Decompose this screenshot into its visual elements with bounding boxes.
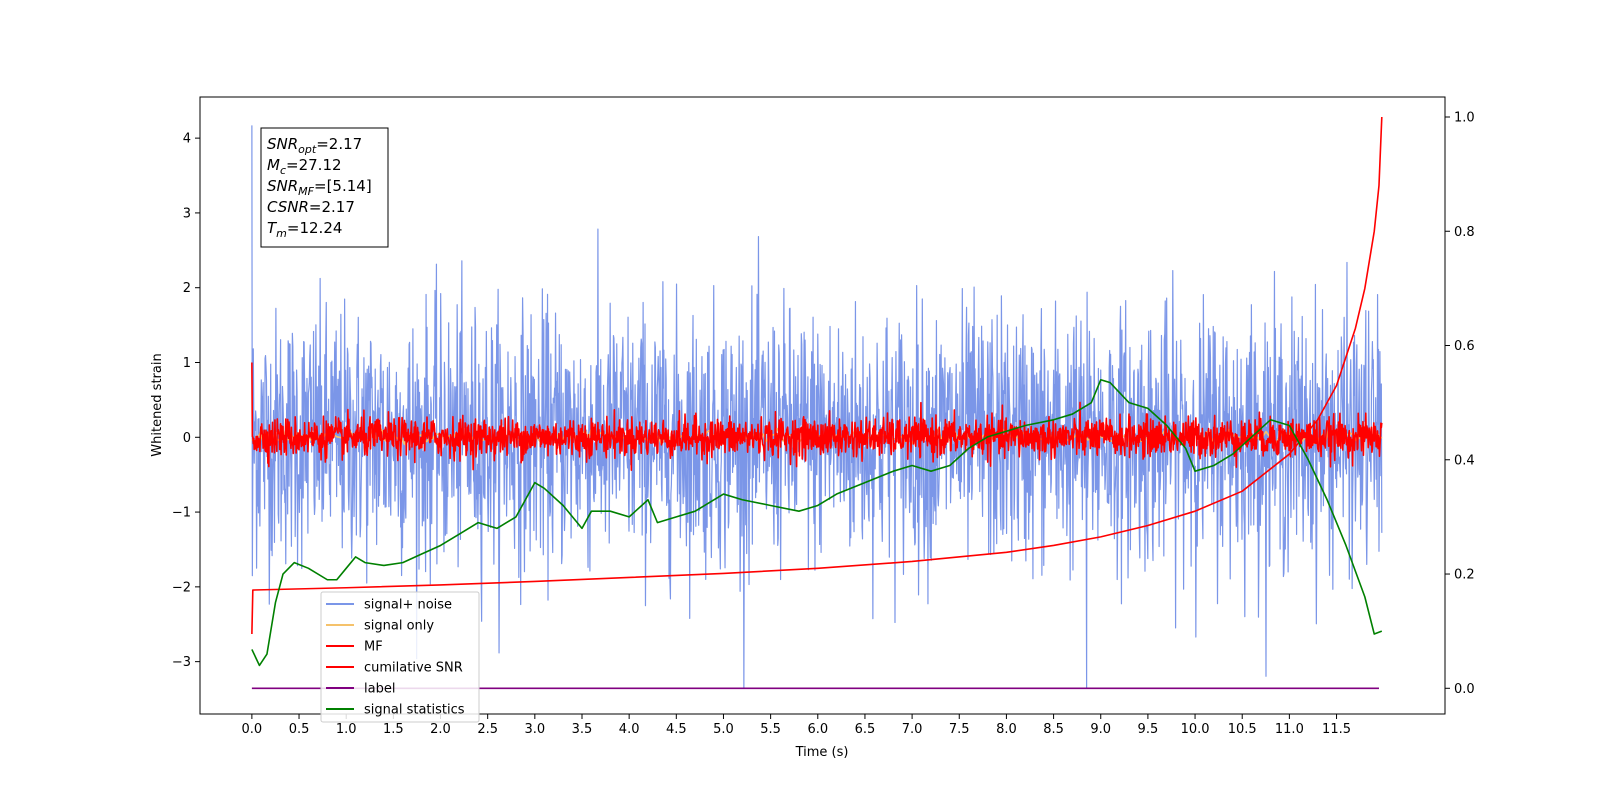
y-tick-label: 2 — [183, 281, 191, 296]
y2-tick-label: 0.8 — [1454, 225, 1475, 240]
x-tick-label: 1.0 — [336, 722, 357, 737]
y-tick-label: −3 — [172, 655, 191, 670]
x-tick-label: 3.0 — [524, 722, 545, 737]
x-tick-label: 7.5 — [949, 722, 970, 737]
x-tick-label: 0.0 — [242, 722, 263, 737]
x-tick-label: 11.5 — [1322, 722, 1351, 737]
x-tick-label: 9.5 — [1138, 722, 1159, 737]
x-tick-label: 0.5 — [289, 722, 310, 737]
x-tick-label: 8.0 — [996, 722, 1017, 737]
x-tick-label: 9.0 — [1090, 722, 1111, 737]
x-tick-label: 2.5 — [477, 722, 498, 737]
annotation-frame — [260, 127, 389, 248]
x-tick-label: 4.0 — [619, 722, 640, 737]
y2-tick-label: 0.0 — [1454, 682, 1475, 697]
y-tick-label: 1 — [183, 356, 191, 371]
legend-frame — [320, 591, 480, 723]
y-tick-label: 0 — [183, 431, 191, 446]
y2-tick-label: 1.0 — [1454, 110, 1475, 125]
legend-label-label: label — [364, 682, 395, 697]
x-tick-label: 5.0 — [713, 722, 734, 737]
series-line-cumilative-snr — [251, 116, 1383, 635]
x-tick-label: 6.5 — [855, 722, 876, 737]
x-axis-label: Time (s) — [795, 745, 849, 760]
x-tick-label: 2.0 — [430, 722, 451, 737]
legend-label-cumilative-snr: cumilative SNR — [364, 661, 463, 676]
axes-layer: 0.0 0.5 1.0 1.5 2.0 2.5 3.0 3.5 4.0 4.5 5.0 5.5 6.0 6… — [172, 110, 1475, 737]
legend: signal+ noise signal only MF cumilative SNR… — [320, 591, 480, 723]
annotation-line: SNRMF=[5.14] — [267, 177, 372, 198]
legend-label-signal-noise: signal+ noise — [364, 598, 452, 613]
annotation-line: Tm=12.24 — [267, 219, 342, 240]
series-line-signal-statistics — [251, 378, 1383, 667]
y-tick-label: −2 — [172, 580, 191, 595]
y2-tick-label: 0.4 — [1454, 453, 1475, 468]
series-line-mf — [251, 362, 1383, 471]
plot-frame — [199, 96, 1446, 715]
x-tick-label: 3.5 — [572, 722, 593, 737]
x-tick-label: 10.5 — [1228, 722, 1257, 737]
x-tick-label: 11.0 — [1275, 722, 1304, 737]
y2-tick-label: 0.6 — [1454, 339, 1475, 354]
annotation-box: SNRopt=2.17Mc=27.12SNRMF=[5.14]CSNR=2.17… — [260, 127, 389, 248]
y-axis-label: Whitened strain — [150, 353, 165, 456]
legend-label-signal-statistics: signal statistics — [364, 703, 465, 718]
y-tick-label: 4 — [183, 132, 191, 147]
y2-tick-label: 0.2 — [1454, 568, 1475, 583]
annotation-line: SNRopt=2.17 — [267, 135, 362, 156]
x-tick-label: 1.5 — [383, 722, 404, 737]
x-tick-label: 5.5 — [760, 722, 781, 737]
y-tick-label: −1 — [172, 506, 191, 521]
x-tick-label: 6.0 — [807, 722, 828, 737]
annotation-line: CSNR=2.17 — [267, 198, 355, 216]
legend-label-mf: MF — [364, 640, 383, 655]
y-tick-label: 3 — [183, 206, 191, 221]
x-tick-label: 8.5 — [1043, 722, 1064, 737]
annotation-line: Mc=27.12 — [267, 156, 342, 177]
x-tick-label: 4.5 — [666, 722, 687, 737]
x-tick-label: 10.0 — [1181, 722, 1210, 737]
legend-label-signal-only: signal only — [364, 619, 434, 634]
x-tick-label: 7.0 — [902, 722, 923, 737]
